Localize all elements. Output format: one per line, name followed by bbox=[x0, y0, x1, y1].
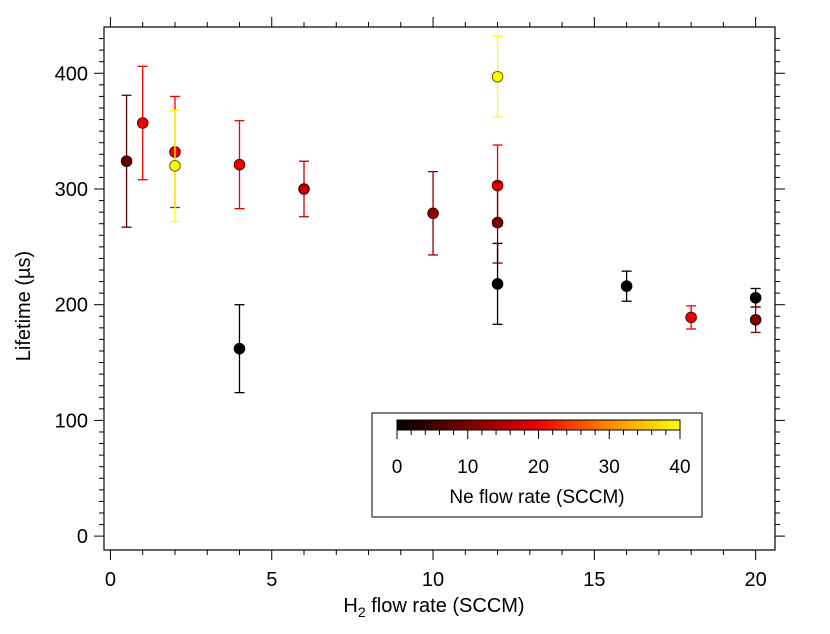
colorbar-legend: 0 10 20 30 40 Ne flow rate (SCCM) bbox=[371, 412, 703, 518]
x-tick-label: 15 bbox=[583, 569, 605, 591]
data-point-group bbox=[749, 287, 762, 308]
x-tick-label: 20 bbox=[745, 569, 767, 591]
y-tick-label: 100 bbox=[55, 410, 88, 432]
data-point-group bbox=[491, 181, 504, 264]
data-point-group bbox=[136, 65, 149, 181]
y-tick-label: 200 bbox=[55, 295, 88, 317]
data-point-group bbox=[620, 270, 633, 302]
data-point-group bbox=[749, 306, 762, 334]
x-tick-label: 5 bbox=[266, 569, 277, 591]
y-tick-label: 400 bbox=[55, 63, 88, 85]
colorbar-title: Ne flow rate (SCCM) bbox=[449, 487, 624, 508]
data-point-group bbox=[685, 305, 697, 330]
colorbar-tick-label: 40 bbox=[669, 457, 690, 478]
y-tick-label: 300 bbox=[55, 179, 88, 201]
data-point-group bbox=[120, 94, 133, 228]
data-point bbox=[749, 313, 762, 326]
data-point bbox=[298, 183, 310, 195]
data-point bbox=[233, 158, 246, 171]
colorbar-gradient bbox=[396, 419, 681, 431]
x-axis-title: H2 flow rate (SCCM) bbox=[343, 595, 524, 620]
data-point-group bbox=[233, 304, 246, 394]
data-point-group bbox=[427, 170, 439, 256]
data-point bbox=[491, 216, 504, 229]
data-point-group bbox=[491, 35, 504, 118]
data-point bbox=[233, 342, 246, 355]
data-point-group bbox=[298, 160, 310, 218]
colorbar-tick-label: 10 bbox=[457, 457, 478, 478]
data-point-group bbox=[169, 109, 181, 223]
colorbar-tick-label: 30 bbox=[599, 457, 620, 478]
x-tick-label: 10 bbox=[422, 569, 444, 591]
data-point bbox=[169, 160, 181, 172]
data-point bbox=[749, 291, 762, 304]
colorbar-tick-label: 0 bbox=[392, 457, 403, 478]
data-point bbox=[136, 117, 149, 129]
data-point bbox=[685, 311, 697, 324]
plot-frame bbox=[103, 26, 776, 551]
data-points bbox=[120, 35, 762, 394]
y-axis-title: Lifetime (µs) bbox=[13, 251, 35, 361]
y-tick-label: 0 bbox=[77, 526, 88, 548]
data-point bbox=[491, 278, 504, 290]
colorbar-tick-label: 20 bbox=[528, 457, 549, 478]
data-point-group bbox=[233, 120, 246, 210]
data-point bbox=[427, 207, 439, 220]
x-tick-label: 0 bbox=[105, 569, 116, 591]
data-point bbox=[120, 155, 133, 168]
data-point-group bbox=[491, 242, 504, 326]
data-point bbox=[491, 70, 504, 83]
data-point bbox=[620, 280, 633, 292]
